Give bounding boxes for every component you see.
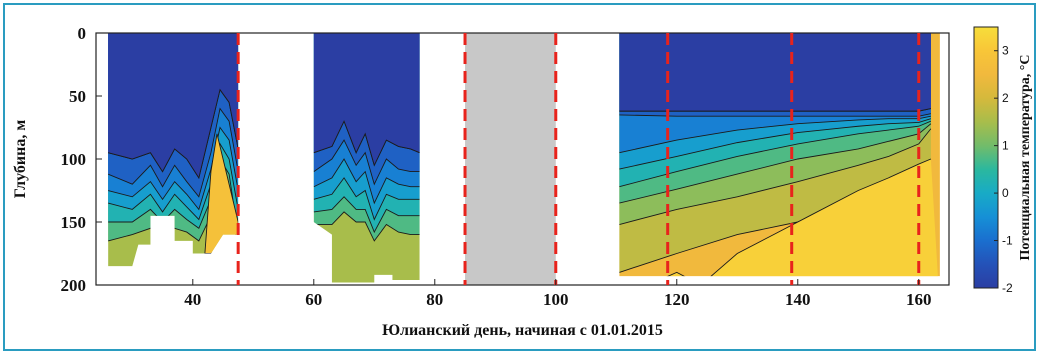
isotherm-line	[108, 88, 239, 180]
isotherm-line	[313, 196, 420, 234]
isotherm-line	[619, 120, 932, 188]
colorbar-tick-label: 3	[1002, 44, 1009, 58]
colorbar-gradient	[973, 26, 999, 289]
plot-frame	[95, 32, 950, 286]
isotherm-line	[108, 107, 239, 198]
isotherm-line	[313, 211, 420, 242]
section-segment-2	[313, 33, 420, 283]
cold-surface-layer	[108, 33, 239, 178]
x-axis-label: Юлианский день, начиная с 01.01.2015	[382, 322, 663, 339]
isotherm-line	[619, 108, 931, 112]
cold-surface-layer	[619, 33, 931, 112]
isotherm-line	[108, 126, 239, 211]
y-tick-label: 100	[61, 150, 87, 169]
cold-surface-layer	[313, 33, 420, 166]
x-tick-label: 160	[906, 290, 932, 309]
no-data-gap	[465, 33, 556, 285]
y-tick-label: 50	[69, 87, 86, 106]
section-segment-3	[619, 33, 940, 277]
y-tick-label: 200	[61, 276, 87, 295]
isotherm-line	[108, 142, 239, 221]
isotherm-line	[619, 113, 931, 117]
isotherm-line	[313, 139, 420, 186]
isotherm-line	[619, 115, 931, 154]
y-axis-ticks: 0 50 100 150 200	[61, 24, 102, 295]
colorbar-tick-label: -2	[1002, 281, 1013, 295]
y-axis-label: Глубина, м	[12, 120, 29, 199]
x-tick-label: 80	[426, 290, 443, 309]
colorbar-tick-label: 0	[1002, 186, 1009, 200]
isotherm-line	[313, 158, 420, 205]
x-tick-label: 60	[305, 290, 322, 309]
y-tick-label: 150	[61, 213, 87, 232]
colorbar-tick-label: -1	[1002, 234, 1013, 248]
isotherm-line	[619, 123, 932, 204]
section-segment-1	[108, 33, 239, 267]
y-tick-label: 0	[78, 24, 87, 43]
isotherm-line	[313, 120, 420, 167]
x-tick-label: 140	[785, 290, 811, 309]
isotherm-line	[619, 128, 932, 225]
x-tick-label: 40	[184, 290, 201, 309]
x-tick-label: 120	[664, 290, 690, 309]
isotherm-line	[313, 177, 420, 221]
isotherm-line	[619, 118, 931, 170]
colorbar-tick-label: 1	[1002, 139, 1009, 153]
warm-core	[619, 159, 940, 277]
figure-panel: 40 60 80 100 120 140 160 0 50 100 150 200 Юлиански…	[3, 3, 1036, 351]
x-axis-ticks: 40 60 80 100 120 140 160	[184, 279, 932, 309]
temperature-fields	[108, 33, 940, 285]
colorbar-tick-label: 2	[1002, 91, 1009, 105]
colorbar: -2 -1 0 1 2 3	[973, 26, 1013, 295]
x-tick-label: 100	[543, 290, 569, 309]
colorbar-label: Потенциальная температура, °С	[1018, 54, 1033, 260]
